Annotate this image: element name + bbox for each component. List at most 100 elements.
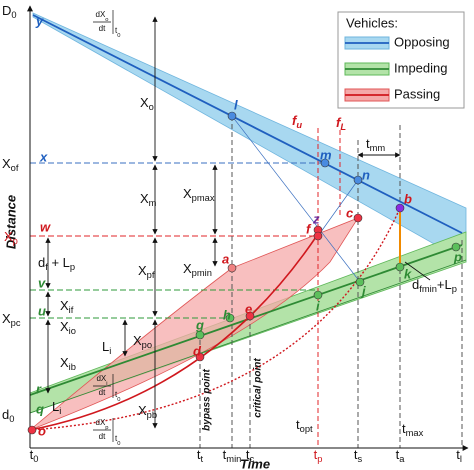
dimension-label: Xpb (138, 403, 157, 420)
x-tick-label: tmin (223, 447, 242, 464)
point (225, 313, 235, 323)
x-tick-label: tl (456, 447, 462, 464)
label-part: f (292, 113, 298, 128)
label-part: pmin (192, 268, 212, 278)
point-label: w (40, 219, 51, 234)
label-part: X (60, 355, 69, 370)
dimension-label: Xpmin (183, 261, 212, 278)
label-part: t (402, 421, 406, 436)
y-tick-label: Xpc (2, 311, 21, 328)
point-label: y (35, 13, 44, 28)
point-label: n (362, 167, 370, 182)
label-part: s (357, 454, 362, 464)
dimension-label: df + Lp (38, 255, 75, 272)
point (320, 158, 330, 168)
y-tick-label: Xp (4, 229, 18, 246)
point-label: f (306, 221, 312, 236)
dimension-label: Li (52, 399, 61, 416)
label-part: fmin (419, 284, 437, 294)
label-part: p (13, 236, 18, 246)
rate-numerator: dXp (96, 418, 109, 430)
label-part: 0 (117, 33, 120, 39)
label-part: X (138, 263, 147, 278)
label-part: L (52, 399, 59, 414)
label-part: ib (69, 362, 76, 372)
legend-label: Impeding (394, 60, 447, 75)
x-axis-label: Time (240, 456, 270, 470)
legend-title: Vehicles: (346, 15, 398, 30)
dimension-label: fL (336, 115, 346, 132)
point (353, 213, 363, 223)
label-part: p (452, 284, 457, 294)
point-label: k (404, 266, 412, 281)
point-label: p (453, 249, 462, 264)
label-part: t (354, 447, 358, 462)
point-label: e (245, 301, 252, 316)
label-part: X (183, 186, 192, 201)
passing-band (29, 217, 360, 431)
label-part: D (2, 3, 11, 18)
point (227, 111, 237, 121)
label-part: X (133, 333, 142, 348)
point-label: r (36, 381, 42, 396)
dimension-label: Xio (60, 319, 76, 336)
label-part: p (317, 454, 322, 464)
rate-eval: t0 (115, 390, 120, 402)
dimension-label: Xpmax (183, 186, 215, 203)
dimension-label: topt (296, 417, 313, 434)
dimension-label: tmax (402, 421, 424, 438)
label-part: X (60, 298, 69, 313)
dimension-label: Xm (140, 191, 157, 208)
label-part: + L (48, 255, 70, 270)
label-part: mm (370, 143, 386, 153)
label-part: p (70, 262, 75, 272)
label-part: pmax (192, 193, 215, 203)
label-part: X (4, 229, 13, 244)
point-label: d (193, 343, 202, 358)
opposing-line (32, 14, 463, 234)
label-part: dX (96, 374, 106, 383)
point-label: z (312, 211, 320, 226)
label-part: opt (300, 424, 313, 434)
label-part: po (142, 340, 152, 350)
point (353, 175, 363, 185)
label-part: f (45, 262, 48, 272)
trajectories (29, 14, 467, 431)
guide (317, 179, 359, 237)
guide (231, 115, 361, 283)
label-part: t (197, 447, 201, 462)
label-part: c (249, 454, 254, 464)
legend-label: Opposing (394, 34, 450, 49)
dimension-label: fu (292, 113, 302, 130)
passing-line (29, 233, 319, 431)
point-label: h (223, 307, 231, 322)
label-part: t (115, 26, 118, 35)
dimension-label: Xib (60, 355, 76, 372)
label-part: min (226, 454, 241, 464)
point-label: i (316, 298, 320, 313)
label-part: d (412, 277, 419, 292)
point-label: m (320, 147, 332, 162)
label-part: 0 (9, 414, 14, 424)
label-part: L (102, 339, 109, 354)
passing-line (29, 207, 401, 431)
point (227, 263, 237, 273)
label-part: t (246, 447, 250, 462)
point (195, 330, 205, 340)
label-part: io (69, 326, 76, 336)
label-part: dX (96, 10, 106, 19)
label-part: p (105, 425, 108, 431)
note: bypass point (202, 368, 213, 430)
dimension-label: Li (102, 339, 111, 356)
label-part: X (138, 403, 147, 418)
x-tick-label: tc (246, 447, 255, 464)
rate-eval: t0 (115, 434, 120, 446)
label-part: t (396, 447, 400, 462)
point-label: x (39, 149, 48, 164)
label-part: if (69, 305, 74, 315)
rate-numerator: dXi (96, 374, 107, 386)
label-part: t (115, 390, 118, 399)
rate-denominator: dt (99, 432, 106, 441)
point (313, 290, 323, 300)
